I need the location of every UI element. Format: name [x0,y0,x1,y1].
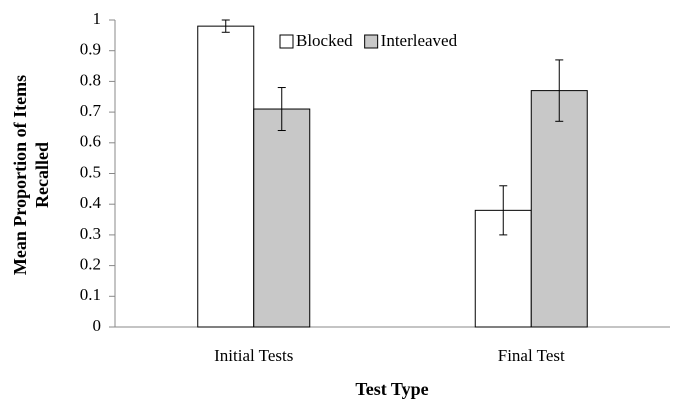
bar [197,25,255,328]
y-tick-label: 0.3 [80,224,101,243]
y-tick-label: 0.1 [80,285,101,304]
error-bar [221,19,230,33]
y-tick-label: 0.8 [80,70,101,89]
y-tick-label: 0.5 [80,162,101,181]
bar [253,108,311,328]
y-axis-label-line: Mean Proportion of Items [10,75,30,275]
error-bar [555,59,564,122]
x-axis-label: Test Type [355,379,428,399]
y-tick-label: 0 [93,316,102,335]
legend-label: Blocked [296,31,353,50]
error-bar [499,185,508,236]
error-bar [277,87,286,132]
y-tick-label: 0.9 [80,40,101,59]
y-tick-label: 0.7 [80,101,102,120]
legend-swatch [279,34,294,49]
legend-label: Interleaved [381,31,458,50]
y-tick-label: 1 [93,9,102,28]
y-tick-label: 0.6 [80,132,101,151]
y-tick-label: 0.2 [80,255,101,274]
bar [530,90,588,328]
legend-swatch [364,34,379,49]
y-tick-label: 0.4 [80,193,102,212]
y-axis-label-line: Recalled [32,142,52,208]
x-tick-label: Final Test [498,346,565,365]
y-axis-label: Mean Proportion of Items Recalled [10,75,52,275]
x-tick-label: Initial Tests [214,346,293,365]
